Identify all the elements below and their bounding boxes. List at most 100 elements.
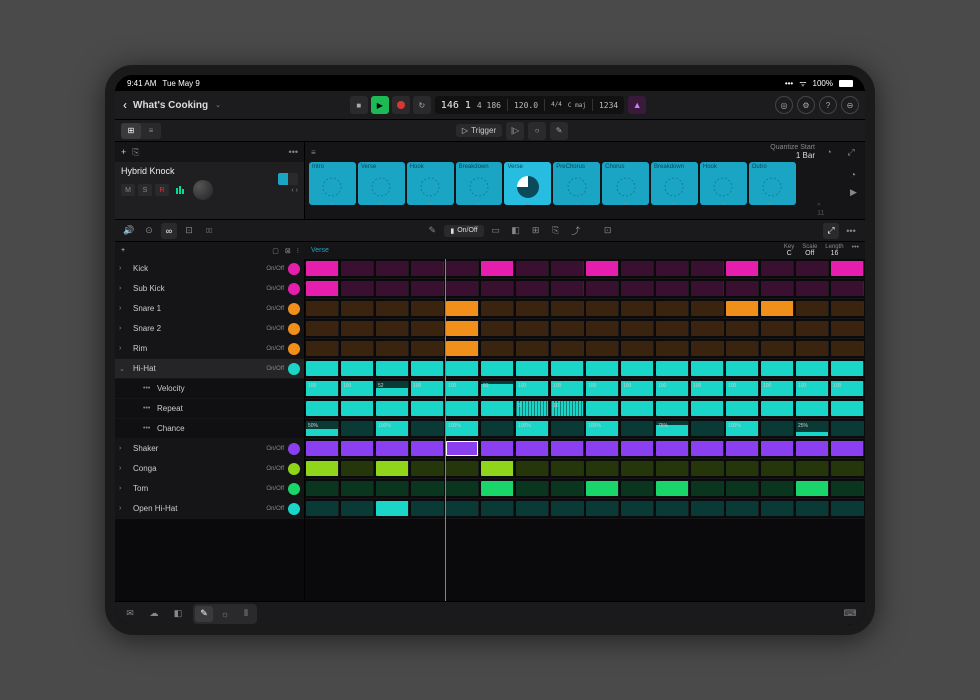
eq-icon[interactable] [176, 186, 184, 194]
step-7[interactable] [516, 441, 549, 456]
step-5[interactable] [446, 481, 479, 496]
trigger-mode-2[interactable]: ○ [528, 122, 546, 140]
step-1[interactable] [306, 261, 339, 276]
step-12[interactable] [691, 281, 724, 296]
expand-icon[interactable]: › [119, 465, 129, 472]
step-1[interactable] [306, 341, 339, 356]
step-3[interactable] [376, 281, 409, 296]
step-15[interactable] [796, 461, 829, 476]
step-12[interactable] [691, 421, 724, 436]
step-12[interactable] [691, 461, 724, 476]
duplicate-button[interactable]: ⎘ [132, 147, 139, 158]
step-16[interactable] [831, 441, 864, 456]
scene-cell-8[interactable]: Breakdown ^8 [651, 162, 698, 205]
step-10[interactable] [621, 441, 654, 456]
step-10[interactable] [621, 261, 654, 276]
expand-icon[interactable]: › [119, 265, 129, 272]
step-5[interactable] [446, 301, 479, 316]
region-label[interactable]: Verse [311, 247, 329, 254]
seq-vol-icon[interactable]: 🔊 [121, 223, 137, 239]
step-13[interactable] [726, 321, 759, 336]
step-14[interactable] [761, 481, 794, 496]
scene-cell-10[interactable]: Outro ^10 [749, 162, 796, 205]
step-11[interactable] [656, 321, 689, 336]
step-15[interactable]: 25% [796, 421, 829, 436]
scene-settings-icon[interactable]: ≡ [311, 148, 316, 157]
bb-panel-icon[interactable]: ◧ [169, 606, 187, 622]
seq-t2-icon[interactable]: ◧ [508, 223, 524, 239]
expand-icon[interactable]: › [119, 285, 129, 292]
seq-subrow-chance[interactable]: •••Chance [115, 419, 304, 439]
step-9[interactable] [586, 461, 619, 476]
step-10[interactable] [621, 281, 654, 296]
step-7[interactable] [516, 281, 549, 296]
step-7[interactable]: 100 [516, 381, 549, 396]
step-9[interactable] [586, 361, 619, 376]
settings-button[interactable]: ⚙ [797, 96, 815, 114]
step-9[interactable] [586, 321, 619, 336]
step-3[interactable] [376, 501, 409, 516]
step-2[interactable] [341, 481, 374, 496]
seq-h-i3[interactable]: ⁝ [297, 247, 299, 255]
step-9[interactable] [586, 301, 619, 316]
step-3[interactable] [376, 481, 409, 496]
step-13[interactable] [726, 481, 759, 496]
step-14[interactable] [761, 441, 794, 456]
step-14[interactable] [761, 501, 794, 516]
step-13[interactable] [726, 361, 759, 376]
grid-view-button[interactable]: ⊞ [121, 123, 141, 139]
step-10[interactable] [621, 501, 654, 516]
seq-subrow-velocity[interactable]: •••Velocity [115, 379, 304, 399]
play-button[interactable]: ▶ [371, 96, 389, 114]
help-button[interactable]: ? [819, 96, 837, 114]
step-3[interactable] [376, 441, 409, 456]
seq-track-rim[interactable]: › Rim On/Off [115, 339, 304, 359]
seq-track-snare-2[interactable]: › Snare 2 On/Off [115, 319, 304, 339]
step-16[interactable] [831, 301, 864, 316]
step-7[interactable] [516, 301, 549, 316]
step-10[interactable] [621, 461, 654, 476]
seq-link-icon[interactable]: ∞ [161, 223, 177, 239]
step-3[interactable] [376, 261, 409, 276]
step-9[interactable] [586, 481, 619, 496]
step-15[interactable] [796, 341, 829, 356]
step-4[interactable] [411, 481, 444, 496]
step-4[interactable] [411, 281, 444, 296]
step-13[interactable] [726, 261, 759, 276]
step-14[interactable] [761, 301, 794, 316]
step-2[interactable] [341, 301, 374, 316]
param-length[interactable]: 16 [831, 250, 839, 257]
scene-cell-2[interactable]: Verse ^2 [358, 162, 405, 205]
cells-nav-icon[interactable]: ▶ [850, 187, 857, 198]
add-track-button[interactable]: + [121, 147, 126, 157]
step-10[interactable]: 100 [621, 381, 654, 396]
quantize-expand-icon[interactable]: ⤢ [843, 144, 859, 160]
stop-button[interactable]: ■ [350, 96, 368, 114]
step-14[interactable] [761, 421, 794, 436]
step-10[interactable] [621, 301, 654, 316]
step-15[interactable] [796, 401, 829, 416]
step-3[interactable] [376, 401, 409, 416]
scene-cell-7[interactable]: Chorus ^7 [602, 162, 649, 205]
step-6[interactable] [481, 421, 514, 436]
step-11[interactable] [656, 301, 689, 316]
step-6[interactable] [481, 481, 514, 496]
lcd-display[interactable]: 146 1 4 186 120.0 4/4 C maj 1234 [435, 96, 624, 114]
quantize-value[interactable]: 1 Bar [770, 151, 815, 160]
step-12[interactable] [691, 261, 724, 276]
bb-mixer-button[interactable]: ⫴ [237, 606, 255, 622]
step-5[interactable] [446, 341, 479, 356]
step-8[interactable] [551, 421, 584, 436]
step-8[interactable] [551, 341, 584, 356]
step-12[interactable] [691, 321, 724, 336]
step-15[interactable] [796, 501, 829, 516]
step-1[interactable] [306, 301, 339, 316]
step-2[interactable]: 100 [341, 381, 374, 396]
param-scale[interactable]: Off [805, 250, 814, 257]
step-14[interactable] [761, 281, 794, 296]
expand-icon[interactable]: › [119, 345, 129, 352]
scene-cell-1[interactable]: Intro ^1 [309, 162, 356, 205]
step-4[interactable] [411, 301, 444, 316]
step-13[interactable]: 100 [726, 381, 759, 396]
seq-track-tom[interactable]: › Tom On/Off [115, 479, 304, 499]
